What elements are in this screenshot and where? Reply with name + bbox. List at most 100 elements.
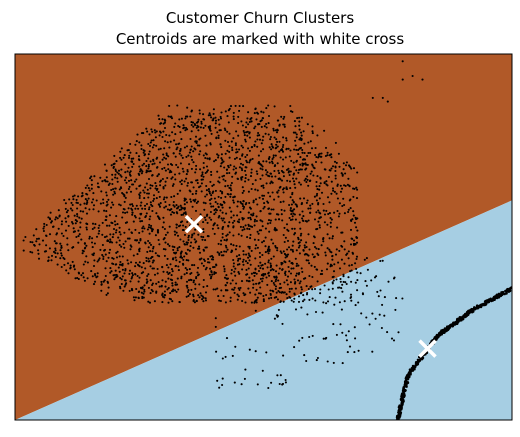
- data-point: [236, 263, 239, 266]
- data-point: [220, 196, 223, 199]
- data-point: [64, 229, 68, 232]
- data-point: [174, 256, 177, 259]
- data-point: [118, 203, 121, 206]
- data-point: [79, 203, 82, 206]
- data-point: [237, 287, 240, 290]
- data-point: [219, 117, 223, 120]
- data-point: [305, 180, 308, 184]
- data-point: [114, 223, 117, 226]
- data-point: [291, 215, 294, 218]
- data-point: [213, 232, 216, 235]
- data-point: [182, 258, 185, 261]
- data-point: [185, 295, 188, 298]
- data-point: [193, 200, 196, 203]
- data-point: [192, 281, 195, 284]
- data-point: [266, 222, 269, 225]
- data-point: [65, 269, 68, 272]
- data-point: [37, 249, 40, 252]
- data-point: [92, 192, 95, 195]
- data-point: [204, 195, 207, 198]
- data-point: [186, 115, 189, 118]
- data-point: [194, 148, 197, 151]
- data-points: [22, 60, 512, 420]
- data-point: [92, 252, 96, 255]
- data-point: [123, 272, 126, 275]
- data-point: [331, 287, 334, 290]
- data-point: [92, 264, 96, 268]
- data-point: [331, 237, 334, 240]
- data-point: [315, 268, 318, 271]
- data-point: [273, 169, 276, 173]
- data-point: [130, 245, 133, 248]
- data-point: [338, 202, 341, 205]
- data-point: [265, 126, 268, 129]
- data-point: [217, 227, 220, 230]
- data-point: [326, 300, 330, 303]
- data-point: [168, 134, 171, 137]
- data-point: [484, 303, 488, 306]
- data-point: [248, 280, 251, 283]
- data-point: [152, 199, 155, 202]
- data-point: [212, 190, 215, 193]
- data-point: [180, 277, 183, 280]
- data-point: [190, 288, 193, 291]
- data-point: [214, 122, 217, 125]
- data-point: [176, 104, 179, 107]
- data-point: [294, 125, 297, 128]
- data-point: [202, 154, 205, 157]
- data-point: [155, 157, 158, 160]
- data-point: [299, 234, 302, 237]
- data-point: [261, 369, 264, 372]
- data-point: [345, 282, 348, 286]
- data-point: [123, 154, 126, 157]
- data-point: [134, 207, 137, 210]
- data-point: [204, 134, 207, 137]
- data-point: [299, 197, 302, 200]
- data-point: [60, 246, 63, 249]
- data-point: [316, 280, 319, 283]
- data-point: [315, 247, 318, 250]
- data-point: [265, 107, 268, 110]
- data-point: [337, 215, 340, 218]
- data-point: [248, 228, 251, 231]
- data-point: [257, 154, 260, 157]
- data-point: [315, 155, 318, 159]
- data-point: [164, 119, 167, 122]
- data-point: [161, 279, 164, 282]
- data-point: [277, 308, 280, 311]
- data-point: [324, 154, 327, 158]
- data-point: [129, 203, 132, 206]
- data-point: [257, 123, 260, 126]
- data-point: [63, 198, 66, 202]
- data-point: [110, 164, 113, 167]
- data-point: [143, 204, 147, 207]
- data-point: [309, 204, 312, 207]
- data-point: [76, 213, 79, 216]
- data-point: [138, 196, 141, 200]
- data-point: [193, 238, 196, 241]
- data-point: [330, 192, 333, 195]
- data-point: [297, 295, 301, 298]
- data-point: [207, 188, 210, 191]
- data-point: [131, 211, 134, 214]
- data-point: [325, 302, 328, 305]
- data-point: [248, 348, 251, 351]
- data-point: [101, 180, 104, 183]
- data-point: [298, 282, 301, 285]
- data-point: [222, 178, 225, 181]
- data-point: [295, 133, 298, 136]
- data-point: [198, 153, 201, 156]
- data-point: [82, 276, 85, 279]
- data-point: [97, 185, 100, 188]
- data-point: [115, 275, 118, 278]
- data-point: [171, 270, 174, 273]
- data-point: [220, 289, 223, 292]
- data-point: [231, 146, 234, 149]
- data-point: [452, 321, 455, 325]
- data-point: [131, 203, 134, 206]
- data-point: [356, 188, 359, 191]
- data-point: [188, 268, 191, 271]
- data-point: [401, 397, 404, 400]
- data-point: [221, 236, 224, 239]
- data-point: [209, 114, 212, 117]
